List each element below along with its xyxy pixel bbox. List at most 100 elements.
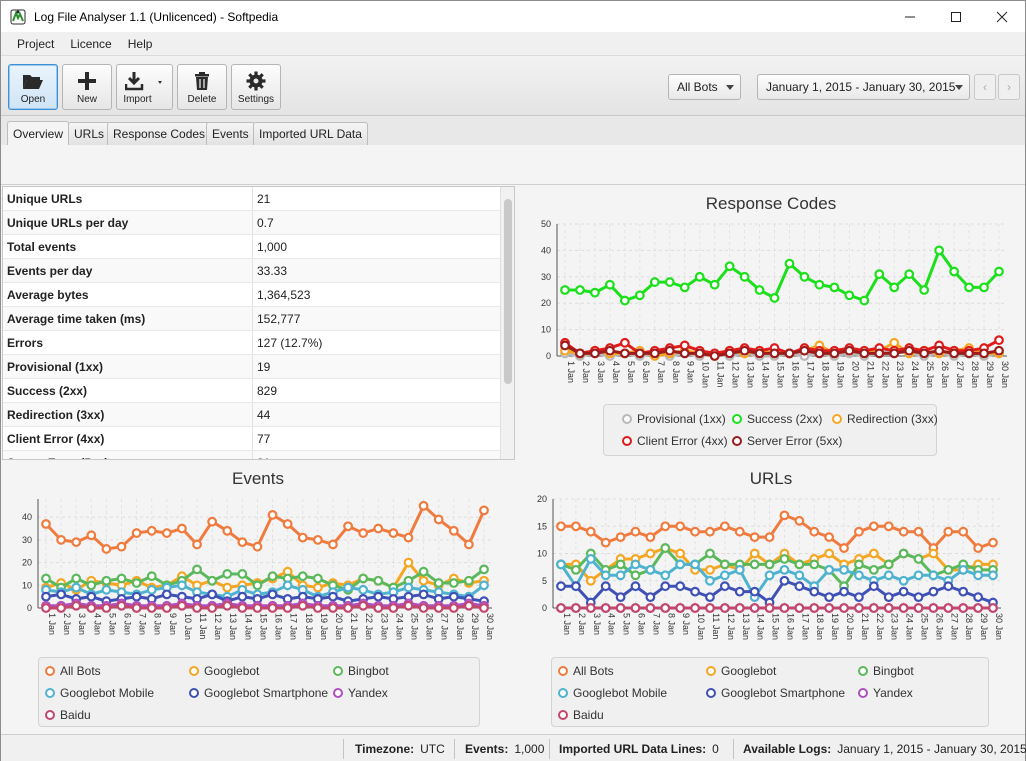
data-point[interactable] [312,582,323,593]
data-point[interactable] [769,293,780,303]
data-point[interactable] [585,575,596,586]
data-point[interactable] [71,573,82,584]
legend-item[interactable]: Googlebot Smartphone [189,686,328,700]
data-point[interactable] [131,603,142,613]
table-row[interactable]: Average time taken (ms) 152,777 [3,307,501,331]
data-point[interactable] [56,589,67,600]
data-point[interactable] [207,603,218,613]
data-point[interactable] [600,581,611,592]
legend-item[interactable]: Baidu [45,708,91,722]
data-point[interactable] [705,603,715,613]
data-point[interactable] [649,277,660,287]
data-point[interactable] [719,603,730,613]
data-point[interactable] [101,544,112,554]
table-row[interactable]: Events per day 33.33 [3,259,501,283]
data-point[interactable] [779,575,790,586]
data-point[interactable] [958,526,969,537]
data-point[interactable] [734,603,745,613]
table-row[interactable]: Server Error (5xx)31 [3,451,501,459]
data-point[interactable] [448,603,459,613]
data-point[interactable] [964,282,974,293]
data-point[interactable] [448,525,459,536]
data-point[interactable] [479,603,489,613]
data-point[interactable] [913,603,924,613]
data-point[interactable] [560,340,570,351]
data-point[interactable] [734,526,745,537]
data-point[interactable] [694,271,705,282]
data-point[interactable] [560,285,570,295]
data-point[interactable] [388,603,399,613]
data-point[interactable] [645,592,656,603]
legend-item[interactable]: Yandex [858,686,913,700]
data-point[interactable] [252,580,263,591]
data-point[interactable] [86,530,97,541]
data-point[interactable] [919,285,930,295]
data-point[interactable] [779,603,790,613]
data-point[interactable] [328,603,338,613]
tab-imported-url-data[interactable]: Imported URL Data [253,122,368,145]
data-point[interactable] [463,539,474,550]
data-point[interactable] [913,526,924,537]
data-point[interactable] [660,543,671,553]
data-point[interactable] [252,603,263,613]
data-point[interactable] [358,600,369,611]
data-point[interactable] [794,570,805,581]
table-row[interactable]: Provisional (1xx) 19 [3,355,501,379]
data-point[interactable] [749,559,760,570]
data-point[interactable] [719,581,730,592]
data-point[interactable] [754,285,765,295]
data-point[interactable] [161,528,172,538]
data-point[interactable] [101,584,112,595]
data-point[interactable] [979,282,989,293]
data-point[interactable] [282,603,293,613]
legend-item[interactable]: Googlebot Mobile [558,686,667,700]
data-point[interactable] [854,559,864,570]
data-point[interactable] [824,532,835,543]
data-point[interactable] [859,348,870,359]
data-point[interactable] [71,582,82,593]
data-point[interactable] [973,603,984,613]
scrollbar-thumb[interactable] [504,199,512,384]
data-point[interactable] [312,534,323,545]
settings-button[interactable]: Settings [231,64,281,110]
data-point[interactable] [41,591,51,602]
data-point[interactable] [660,581,671,592]
data-point[interactable] [694,348,705,359]
data-point[interactable] [448,591,459,602]
data-point[interactable] [854,570,864,581]
data-point[interactable] [988,570,998,581]
data-point[interactable] [575,348,585,359]
data-point[interactable] [844,345,855,356]
data-point[interactable] [282,519,293,529]
data-point[interactable] [904,269,915,280]
data-point[interactable] [709,279,720,290]
data-point[interactable] [928,586,939,597]
data-point[interactable] [267,603,278,613]
data-point[interactable] [874,269,885,280]
data-point[interactable] [267,571,278,582]
data-point[interactable] [829,348,840,359]
data-point[interactable] [630,526,641,537]
data-point[interactable] [604,345,615,356]
table-row[interactable]: Unique URLs 21 [3,187,501,211]
data-point[interactable] [619,295,630,306]
data-point[interactable] [556,559,566,570]
legend-item[interactable]: Client Error (4xx) [622,434,728,448]
data-point[interactable] [794,559,805,570]
table-row[interactable]: Redirection (3xx) 44 [3,403,501,427]
data-point[interactable] [734,586,745,597]
data-point[interactable] [913,554,924,564]
data-point[interactable] [570,521,581,532]
data-point[interactable] [889,348,900,359]
data-point[interactable] [809,526,820,537]
data-point[interactable] [973,543,984,553]
menu-help[interactable]: Help [127,36,153,51]
data-point[interactable] [373,575,384,586]
data-point[interactable] [71,537,82,548]
data-point[interactable] [192,603,202,613]
data-point[interactable] [433,578,444,588]
table-row[interactable]: Unique URLs per day 0.7 [3,211,501,235]
data-point[interactable] [724,261,735,272]
data-point[interactable] [192,564,202,575]
data-point[interactable] [237,537,248,548]
